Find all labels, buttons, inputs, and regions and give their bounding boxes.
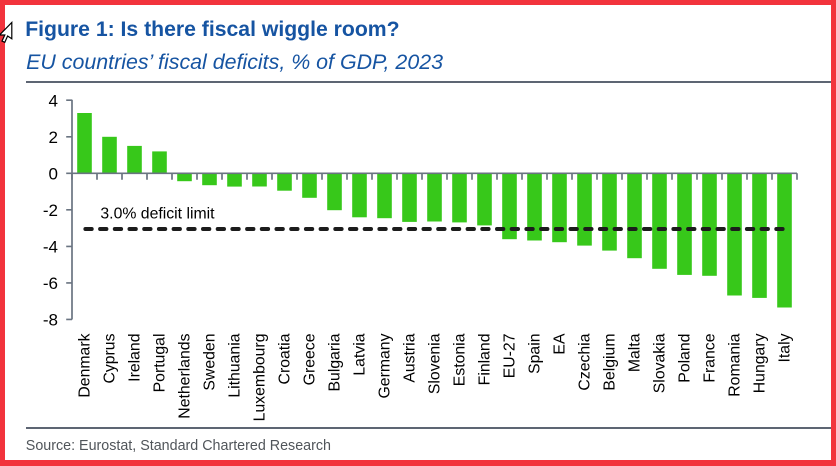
- svg-text:Luxembourg: Luxembourg: [252, 334, 269, 422]
- svg-text:Spain: Spain: [527, 334, 544, 374]
- svg-text:-6: -6: [43, 274, 58, 293]
- svg-text:France: France: [702, 333, 719, 382]
- svg-text:Slovenia: Slovenia: [427, 333, 444, 394]
- svg-text:Portugal: Portugal: [152, 334, 169, 393]
- svg-text:Slovakia: Slovakia: [652, 333, 669, 393]
- svg-text:4: 4: [49, 91, 58, 110]
- svg-text:Croatia: Croatia: [277, 333, 294, 384]
- svg-text:Denmark: Denmark: [77, 333, 94, 397]
- svg-text:Sweden: Sweden: [202, 334, 219, 391]
- svg-text:Romania: Romania: [727, 333, 744, 396]
- svg-text:Belgium: Belgium: [602, 334, 619, 391]
- svg-text:Latvia: Latvia: [352, 333, 369, 375]
- svg-text:-8: -8: [43, 311, 58, 330]
- svg-text:Greece: Greece: [302, 333, 319, 385]
- svg-text:Ireland: Ireland: [127, 334, 144, 382]
- svg-text:3.0% deficit limit: 3.0% deficit limit: [100, 205, 215, 222]
- svg-text:Hungary: Hungary: [752, 333, 769, 393]
- svg-text:Bulgaria: Bulgaria: [327, 333, 344, 391]
- svg-text:Cyprus: Cyprus: [102, 333, 119, 383]
- svg-text:Malta: Malta: [627, 333, 644, 372]
- svg-text:EU-27: EU-27: [502, 334, 519, 379]
- svg-text:Finland: Finland: [477, 334, 494, 386]
- svg-text:Germany: Germany: [377, 333, 394, 398]
- svg-text:EA: EA: [552, 333, 569, 355]
- svg-text:2: 2: [49, 128, 58, 147]
- svg-text:Czechia: Czechia: [577, 333, 594, 390]
- svg-text:Austria: Austria: [402, 333, 419, 382]
- svg-text:Lithuania: Lithuania: [227, 333, 244, 397]
- svg-text:Poland: Poland: [677, 334, 694, 383]
- svg-text:-2: -2: [43, 201, 58, 220]
- svg-text:Netherlands: Netherlands: [177, 333, 194, 418]
- svg-text:-4: -4: [43, 238, 58, 257]
- svg-text:Estonia: Estonia: [452, 333, 469, 386]
- svg-text:Italy: Italy: [777, 333, 794, 362]
- svg-text:0: 0: [49, 164, 58, 183]
